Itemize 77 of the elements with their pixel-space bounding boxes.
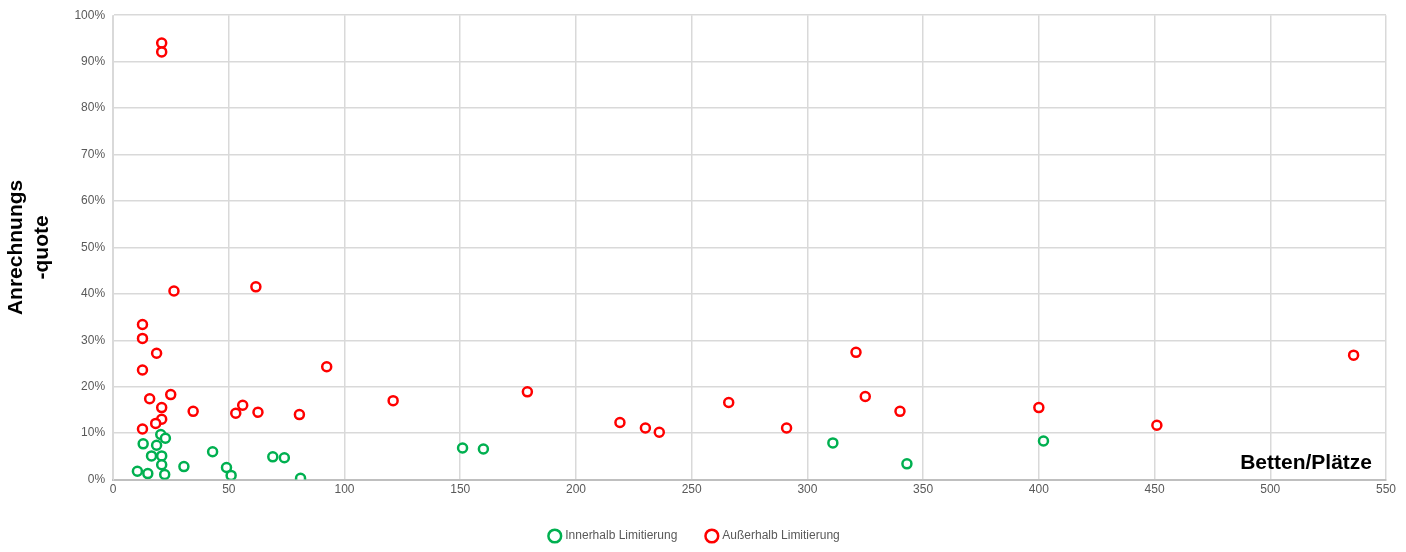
point — [150, 439, 163, 451]
point — [236, 399, 249, 412]
point — [477, 443, 490, 455]
y-tick-label: 20% — [81, 379, 106, 394]
y-tick-label: 100% — [74, 7, 106, 22]
x-tick-label: 450 — [1144, 482, 1165, 497]
point — [387, 394, 399, 407]
point — [780, 422, 793, 434]
y-tick-label: 40% — [81, 286, 106, 301]
point — [267, 451, 279, 463]
point — [187, 405, 199, 418]
point — [1347, 349, 1360, 361]
point — [136, 364, 149, 376]
point — [155, 46, 168, 58]
point — [278, 452, 291, 464]
point — [131, 465, 144, 477]
x-tick-label: 550 — [1375, 482, 1397, 497]
x-tick-label: 200 — [565, 482, 587, 497]
point — [145, 450, 158, 462]
y-tick-label: 70% — [81, 146, 106, 161]
point — [252, 406, 264, 419]
point — [320, 361, 333, 373]
x-tick-label: 0 — [109, 482, 117, 497]
point — [850, 346, 862, 359]
point — [521, 386, 534, 398]
point — [137, 438, 149, 450]
y-tick-label: 0% — [87, 471, 106, 486]
point — [178, 460, 190, 473]
point — [1033, 401, 1045, 414]
point — [143, 393, 156, 405]
point — [293, 408, 306, 421]
point — [155, 458, 168, 471]
point — [220, 461, 233, 474]
point — [142, 467, 154, 480]
y-axis-title: Anrechnungs -quote — [3, 179, 52, 316]
x-tick-label: 100 — [334, 482, 355, 497]
point — [901, 458, 913, 470]
y-tick-label: 30% — [81, 332, 106, 347]
y-tick-label: 80% — [81, 100, 106, 115]
point — [136, 318, 149, 331]
x-tick-label: 150 — [450, 482, 471, 497]
point — [614, 416, 626, 429]
y-tick-label: 90% — [81, 53, 106, 68]
point — [1151, 419, 1163, 432]
legend-label: Außerhalb Limitierung — [722, 528, 840, 543]
point — [722, 396, 735, 409]
point — [250, 281, 262, 293]
x-tick-label: 50 — [222, 482, 236, 497]
point — [230, 407, 242, 419]
point — [1037, 435, 1050, 447]
point — [225, 469, 237, 480]
point — [136, 332, 149, 345]
point — [155, 401, 168, 414]
x-tick-label: 350 — [913, 482, 934, 497]
point — [149, 417, 162, 430]
point — [159, 432, 172, 445]
point — [206, 445, 219, 458]
point — [827, 437, 839, 449]
x-tick-label: 400 — [1028, 482, 1050, 497]
point — [136, 423, 149, 435]
x-tick-label: 500 — [1260, 482, 1281, 497]
x-axis-title: Betten/Plätze — [1240, 449, 1372, 473]
point — [150, 347, 163, 360]
y-tick-label: 60% — [81, 193, 106, 208]
y-tick-label: 50% — [81, 239, 106, 254]
point — [456, 442, 469, 454]
legend-label: Innerhalb Limitierung — [565, 528, 678, 543]
x-tick-label: 300 — [797, 482, 818, 497]
point — [639, 422, 652, 434]
x-tick-label: 250 — [681, 482, 703, 497]
point — [164, 388, 177, 401]
point — [859, 390, 872, 403]
point — [168, 285, 180, 297]
point — [653, 426, 666, 438]
point — [158, 468, 171, 480]
y-tick-label: 10% — [81, 425, 106, 440]
point — [894, 405, 906, 418]
